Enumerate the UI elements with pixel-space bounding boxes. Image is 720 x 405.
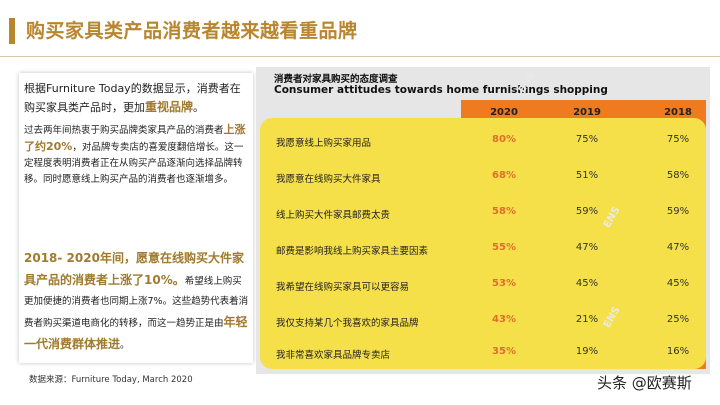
data-source: 数据来源：Furniture Today, March 2020 xyxy=(29,375,193,385)
value-2020: 68% xyxy=(492,170,516,181)
value-2019: 47% xyxy=(575,242,599,253)
page-title: 购买家具类产品消费者越来越看重品牌 xyxy=(26,20,358,42)
header-divider xyxy=(0,56,720,57)
year-header-2019: 2019 xyxy=(573,107,601,118)
survey-table-background xyxy=(260,118,706,369)
value-2020: 55% xyxy=(492,242,516,253)
p2-text: 过去两年间热衷于购买品牌类家具产品的消费者 xyxy=(24,125,224,136)
row-label: 邮费是影响我线上购买家具主要因素 xyxy=(276,246,429,257)
summary-paragraph-3: 2018- 2020年间，愿意在线购买大件家具产品的消费者上涨了10%。希望线上… xyxy=(24,248,250,356)
row-label: 我愿意线上购买家用品 xyxy=(276,138,372,149)
row-label: 我仅支持某几个我喜欢的家具品牌 xyxy=(276,318,419,329)
value-2020: 43% xyxy=(492,314,516,325)
summary-paragraph-1: 根据Furniture Today的数据显示，消费者在购买家具类产品时，更加重视… xyxy=(24,79,250,117)
table-row: 我希望在线购买家具可以更容易 53% 45% 45% xyxy=(256,269,710,305)
row-label: 线上购买大件家具邮费太贵 xyxy=(276,210,391,221)
summary-paragraph-2: 过去两年间热衷于购买品牌类家具产品的消费者上涨了约20%，对品牌专卖店的喜爱度翻… xyxy=(24,122,250,188)
value-2019: 45% xyxy=(575,278,599,289)
value-2019: 51% xyxy=(575,170,599,181)
value-2019: 19% xyxy=(575,346,599,357)
table-row: 我非常喜欢家具品牌专卖店 35% 19% 16% xyxy=(256,337,710,373)
p3-text: 希望线上购买更加便捷的消费者也同期上涨7%。这些趋势代表着消费者购买渠道电商化的… xyxy=(24,276,249,329)
summary-card: 根据Furniture Today的数据显示，消费者在购买家具类产品时，更加重视… xyxy=(19,73,253,363)
table-row: 我仅支持某几个我喜欢的家具品牌 43% 21% 25% xyxy=(256,305,710,341)
p2-text-rest: ，对品牌专卖店的喜爱度翻倍增长。这一定程度表明消费者正在从购买产品逐渐向选择品牌… xyxy=(24,142,244,185)
value-2018: 16% xyxy=(666,346,690,357)
value-2018: 59% xyxy=(666,206,690,217)
title-accent-bar xyxy=(9,18,15,44)
p1-text: 根据Furniture Today的数据显示，消费者在购买家具类产品时，更加 xyxy=(24,82,241,114)
row-label: 我愿意在线购买大件家具 xyxy=(276,174,381,185)
row-label: 我希望在线购买家具可以更容易 xyxy=(276,282,410,293)
value-2018: 75% xyxy=(666,134,690,145)
value-2020: 80% xyxy=(492,134,516,145)
table-row: 线上购买大件家具邮费太贵 58% 59% 59% xyxy=(256,197,710,233)
value-2020: 58% xyxy=(492,206,516,217)
value-2018: 58% xyxy=(666,170,690,181)
p3-highlight-2: 年轻一代消费群体推进 xyxy=(24,315,248,351)
p2-highlight: 上涨了约20% xyxy=(24,123,246,153)
panel-title: 消费者对家具购买的态度调查 xyxy=(274,74,398,85)
p1-highlight: 重视品牌 xyxy=(145,100,194,114)
value-2018: 45% xyxy=(666,278,690,289)
value-2019: 59% xyxy=(575,206,599,217)
year-header-2018: 2018 xyxy=(664,107,692,118)
p1-end: 。 xyxy=(193,101,205,114)
value-2020: 35% xyxy=(492,346,516,357)
table-row: 邮费是影响我线上购买家具主要因素 55% 47% 47% xyxy=(256,233,710,269)
year-header-2020: 2020 xyxy=(490,107,518,118)
p3-end: 。 xyxy=(120,340,130,351)
row-label: 我非常喜欢家具品牌专卖店 xyxy=(276,350,391,361)
panel-subtitle: Consumer attitudes towards home furnishi… xyxy=(274,84,608,96)
value-2020: 53% xyxy=(492,278,516,289)
value-2019: 75% xyxy=(575,134,599,145)
source-badge: 头条 @欧赛斯 xyxy=(597,374,692,392)
page-header: 购买家具类产品消费者越来越看重品牌 xyxy=(0,0,720,57)
value-2019: 21% xyxy=(575,314,599,325)
table-row: 我愿意在线购买大件家具 68% 51% 58% xyxy=(256,161,710,197)
value-2018: 25% xyxy=(666,314,690,325)
value-2018: 47% xyxy=(666,242,690,253)
p3-highlight: 2018- 2020年间，愿意在线购买大件家具产品的消费者上涨了10%。 xyxy=(24,251,244,287)
table-row: 我愿意线上购买家用品 80% 75% 75% xyxy=(256,125,710,161)
survey-panel: 消费者对家具购买的态度调查 Consumer attitudes towards… xyxy=(256,67,710,374)
